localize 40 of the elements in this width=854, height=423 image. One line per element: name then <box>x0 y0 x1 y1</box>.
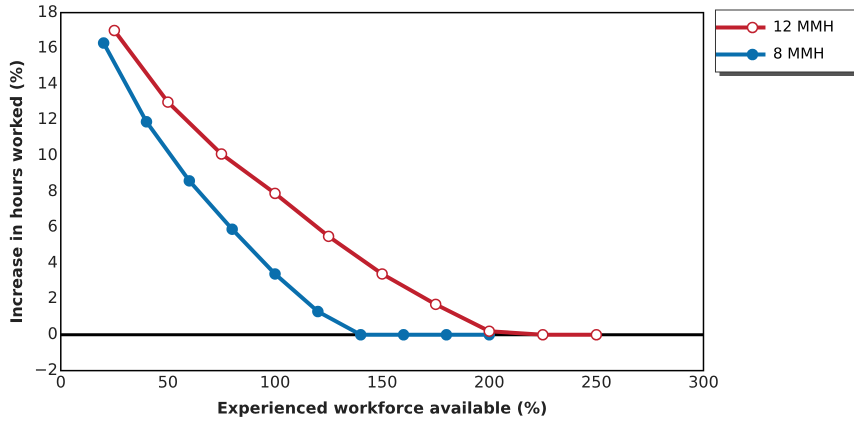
point <box>537 329 549 341</box>
legend-label: 8 MMH <box>772 44 824 62</box>
point <box>98 37 110 49</box>
point <box>312 306 324 318</box>
point <box>440 329 452 341</box>
point <box>162 96 174 108</box>
point <box>140 116 152 128</box>
x-tick-label: 200 <box>474 372 505 392</box>
point <box>226 223 238 235</box>
y-tick-label: 16 <box>37 38 58 57</box>
point <box>216 148 228 160</box>
y-tick-label: 18 <box>37 2 58 21</box>
legend-label: 12 MMH <box>772 17 834 36</box>
point <box>108 24 120 36</box>
y-tick-label: −2 <box>34 360 58 379</box>
y-tick-label: 12 <box>37 109 58 128</box>
y-tick-label: 14 <box>37 73 58 92</box>
x-tick-label: 250 <box>581 372 612 392</box>
point <box>354 329 366 341</box>
y-tick-label: 2 <box>48 288 58 308</box>
x-axis-title: Experienced workforce available (%) <box>216 398 548 418</box>
x-tick-label: 150 <box>366 372 398 392</box>
y-tick-label: 10 <box>37 144 58 164</box>
point <box>269 188 281 200</box>
x-tick-label: 100 <box>260 372 290 392</box>
point <box>184 175 196 187</box>
point <box>269 268 281 280</box>
y-tick-label: 8 <box>48 180 58 200</box>
y-tick-label: 6 <box>48 216 58 236</box>
point <box>484 325 495 337</box>
point <box>590 329 602 341</box>
point <box>322 230 334 242</box>
point <box>398 329 410 341</box>
x-tick-label: 300 <box>688 372 719 392</box>
y-axis-title: Increase in hours worked (%) <box>6 60 26 324</box>
point <box>430 298 442 310</box>
y-tick-label: 0 <box>48 324 58 343</box>
x-tick-label: 50 <box>158 372 178 392</box>
y-tick-label: 4 <box>48 252 58 272</box>
point <box>376 268 388 280</box>
